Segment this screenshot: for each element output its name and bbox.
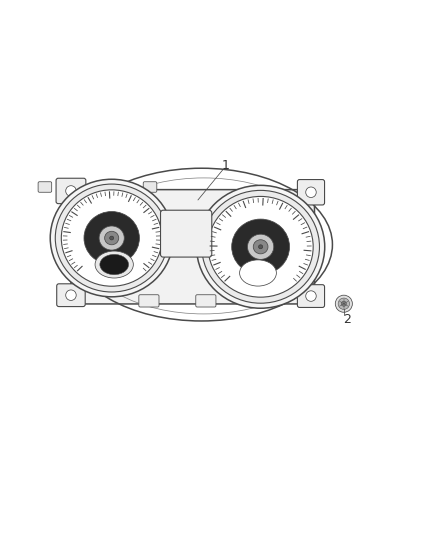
Ellipse shape [84,212,139,264]
Ellipse shape [105,231,119,245]
FancyBboxPatch shape [38,182,52,192]
Ellipse shape [258,245,263,249]
Ellipse shape [50,179,173,297]
Ellipse shape [240,260,276,286]
Circle shape [341,301,346,306]
Circle shape [306,291,316,301]
FancyBboxPatch shape [297,180,325,205]
Circle shape [336,295,352,312]
FancyBboxPatch shape [196,295,216,307]
FancyBboxPatch shape [143,182,157,192]
Ellipse shape [197,185,325,308]
FancyBboxPatch shape [71,190,314,304]
Circle shape [66,185,76,196]
Ellipse shape [232,219,290,274]
Ellipse shape [202,190,319,303]
Ellipse shape [55,184,168,292]
Ellipse shape [99,226,124,250]
Ellipse shape [208,197,313,297]
FancyBboxPatch shape [56,178,86,204]
FancyBboxPatch shape [139,295,159,307]
Ellipse shape [253,240,268,254]
Ellipse shape [61,190,162,286]
Circle shape [338,298,350,310]
Text: 1: 1 [222,159,230,172]
Ellipse shape [100,254,129,274]
Ellipse shape [247,234,274,260]
Circle shape [66,290,76,301]
FancyBboxPatch shape [57,284,85,306]
Circle shape [306,187,316,198]
FancyBboxPatch shape [160,210,212,257]
Ellipse shape [110,236,114,240]
FancyBboxPatch shape [297,285,325,308]
Text: 2: 2 [343,313,351,326]
Ellipse shape [95,251,133,278]
FancyBboxPatch shape [95,182,109,192]
